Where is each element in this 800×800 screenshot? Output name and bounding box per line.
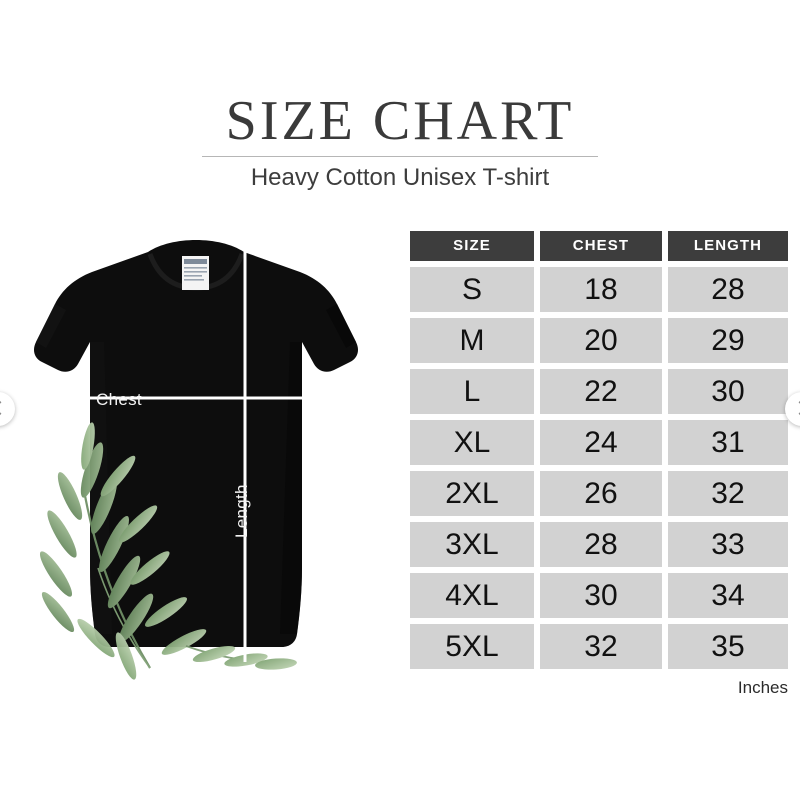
cell-length: 30 xyxy=(667,369,788,414)
cell-chest: 20 xyxy=(539,318,662,363)
olive-branch-decoration xyxy=(39,422,297,680)
page-header: SIZE CHART Heavy Cotton Unisex T-shirt xyxy=(0,92,800,193)
table-row: M 20 29 xyxy=(410,318,788,363)
table-row: 5XL 32 35 xyxy=(410,624,788,669)
cell-size: 2XL xyxy=(410,471,534,516)
cell-size: 5XL xyxy=(410,624,534,669)
cell-size: M xyxy=(410,318,534,363)
cell-size: 3XL xyxy=(410,522,534,567)
shirt-body-shape xyxy=(34,240,358,647)
cell-length: 33 xyxy=(667,522,788,567)
cell-size: XL xyxy=(410,420,534,465)
cell-length: 32 xyxy=(667,471,788,516)
table-row: L 22 30 xyxy=(410,369,788,414)
tshirt-graphic xyxy=(34,240,358,680)
table-row: XL 24 31 xyxy=(410,420,788,465)
measurement-lines xyxy=(64,244,302,662)
cell-chest: 22 xyxy=(539,369,662,414)
chest-measure-label: Chest xyxy=(96,390,142,409)
collar-tag xyxy=(182,256,209,290)
cell-length: 35 xyxy=(667,624,788,669)
chevron-left-icon xyxy=(0,400,8,416)
carousel-next-button[interactable] xyxy=(785,392,800,426)
table-row: 2XL 26 32 xyxy=(410,471,788,516)
cell-chest: 28 xyxy=(539,522,662,567)
cell-length: 31 xyxy=(667,420,788,465)
units-label: Inches xyxy=(737,678,788,697)
cell-chest: 24 xyxy=(539,420,662,465)
length-measure-label: Length xyxy=(232,484,251,538)
cell-size: 4XL xyxy=(410,573,534,618)
cell-length: 34 xyxy=(667,573,788,618)
cell-chest: 32 xyxy=(539,624,662,669)
tshirt-illustration: Chest Length xyxy=(0,238,400,683)
table-row: 4XL 30 34 xyxy=(410,573,788,618)
cell-length: 29 xyxy=(667,318,788,363)
cell-chest: 26 xyxy=(539,471,662,516)
carousel-prev-button[interactable] xyxy=(0,392,15,426)
chevron-right-icon xyxy=(792,400,800,416)
page-subtitle: Heavy Cotton Unisex T-shirt xyxy=(250,164,550,191)
title-divider xyxy=(202,156,598,157)
table-header-row: SIZE CHEST LENGTH xyxy=(410,231,788,261)
cell-chest: 30 xyxy=(539,573,662,618)
column-header-chest: CHEST xyxy=(539,231,662,261)
table-row: 3XL 28 33 xyxy=(410,522,788,567)
cell-chest: 18 xyxy=(539,267,662,312)
page-title: SIZE CHART xyxy=(225,90,575,152)
cell-length: 28 xyxy=(667,267,788,312)
cell-size: S xyxy=(410,267,534,312)
column-header-length: LENGTH xyxy=(667,231,788,261)
table-row: S 18 28 xyxy=(410,267,788,312)
cell-size: L xyxy=(410,369,534,414)
column-header-size: SIZE xyxy=(410,231,534,261)
size-table: SIZE CHEST LENGTH S 18 28 M 20 29 L 22 3… xyxy=(410,231,788,669)
